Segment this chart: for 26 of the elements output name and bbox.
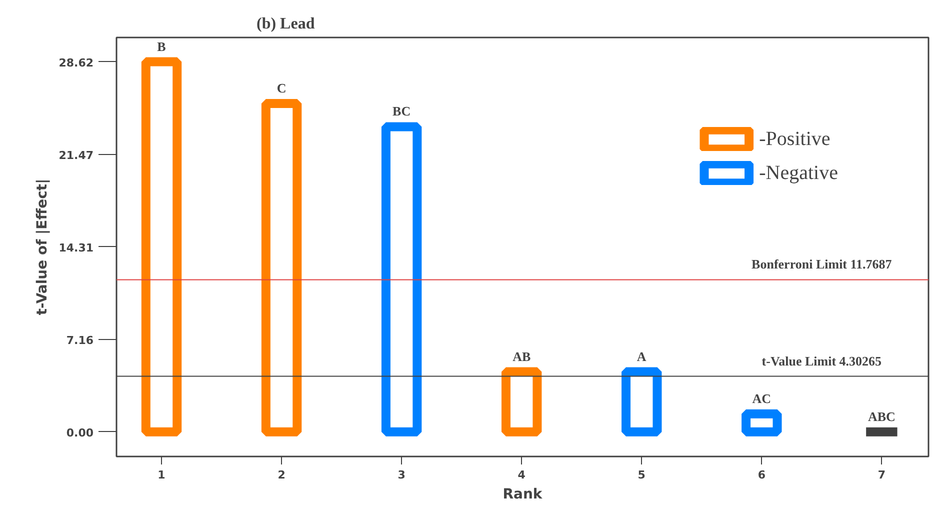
legend-label: -Negative bbox=[759, 162, 838, 184]
legend-label: -Positive bbox=[759, 128, 830, 150]
y-tick-label: 0.00 bbox=[66, 426, 94, 440]
ref-line-label: t-Value Limit 4.30265 bbox=[762, 353, 882, 368]
annotation: ABC bbox=[868, 408, 896, 424]
y-tick-label: 28.62 bbox=[58, 56, 94, 70]
x-tick-label: 1 bbox=[158, 468, 166, 482]
y-tick-label: 14.31 bbox=[58, 241, 94, 254]
x-tick-label: 3 bbox=[398, 468, 406, 482]
x-tick-label: 4 bbox=[518, 468, 526, 482]
ref-line-label: Bonferroni Limit 11.7687 bbox=[752, 256, 892, 272]
x-tick-label: 5 bbox=[638, 468, 646, 482]
annotation: AB bbox=[512, 348, 531, 364]
annotation: AC bbox=[752, 390, 772, 406]
chart-title: (b) Lead bbox=[256, 16, 315, 32]
annotation: C bbox=[276, 80, 286, 96]
annotation: B bbox=[157, 38, 166, 54]
y-tick-label: 7.16 bbox=[66, 334, 94, 347]
x-tick-label: 6 bbox=[758, 468, 766, 482]
x-axis-title: Rank bbox=[502, 486, 543, 502]
x-tick-label: 7 bbox=[878, 468, 886, 482]
annotation: BC bbox=[392, 104, 411, 119]
y-axis-title: t-Value of |Effect| bbox=[34, 178, 51, 316]
x-tick-label: 2 bbox=[278, 468, 286, 482]
annotation: A bbox=[636, 348, 647, 364]
y-tick-label: 21.47 bbox=[58, 148, 94, 162]
